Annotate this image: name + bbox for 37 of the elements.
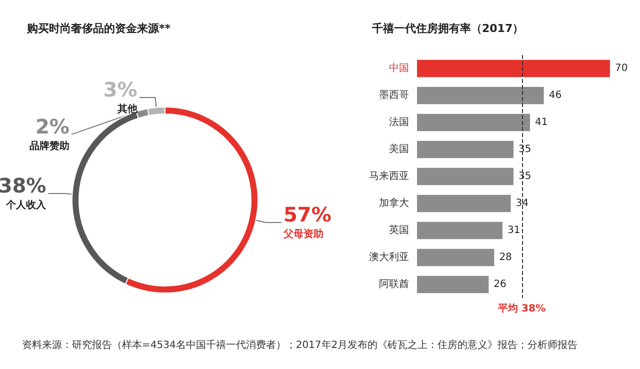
ref-line-label: 平均 38% (497, 302, 546, 314)
y-tick-label: 法国 (389, 116, 409, 128)
bar (417, 194, 511, 212)
data-label: 28 (499, 252, 512, 263)
y-tick-label: 阿联酋 (379, 278, 409, 290)
bar (417, 140, 514, 158)
y-tick-label: 美国 (389, 143, 409, 155)
data-label: 3% (103, 77, 138, 102)
data-label: 46 (548, 90, 562, 101)
text: 资料来源：研究报告（样本=4534名中国千禧一代消费者）；2017年2月发布的《砖瓦之上：住房的意义》报告；分析师报告 (22, 338, 579, 352)
chart-title: 购买时尚奢侈品的资金来源** (26, 22, 171, 35)
bar (417, 86, 544, 104)
bar (417, 60, 610, 78)
data-label: 70 (615, 63, 628, 74)
slice-label: 个人收入 (5, 199, 48, 212)
bar (417, 276, 489, 294)
y-tick-label: 墨西哥 (379, 90, 409, 101)
bar (417, 222, 502, 240)
data-label: 34 (516, 198, 528, 209)
data-label: 26 (494, 279, 506, 290)
y-tick-label: 中国 (389, 62, 409, 74)
data-label: 2% (35, 114, 70, 138)
y-tick-label: 英国 (389, 224, 409, 236)
data-label: 57% (284, 202, 332, 226)
slice-label: 其他 (116, 102, 138, 115)
bar (417, 168, 514, 186)
y-tick-label: 加拿大 (379, 197, 409, 209)
bar (417, 248, 494, 266)
data-label: 38% (0, 174, 46, 198)
chart-title: 千禧一代住房拥有率（2017） (371, 22, 524, 35)
slice-label: 父母资助 (282, 228, 324, 240)
y-tick-label: 马来西亚 (369, 170, 409, 182)
data-label: 41 (535, 117, 548, 128)
slice-label: 品牌赞助 (29, 140, 70, 152)
y-tick-label: 澳大利亚 (369, 251, 409, 263)
data-label: 31 (507, 225, 520, 236)
bar (417, 114, 530, 132)
